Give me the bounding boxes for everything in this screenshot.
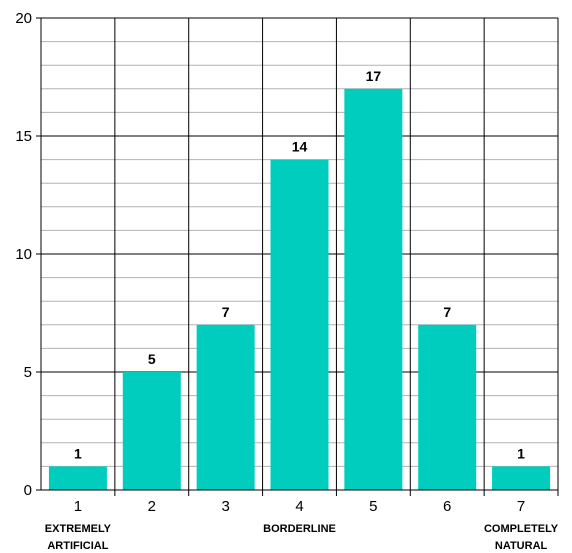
data-label-2: 5 [148, 351, 156, 367]
y-tick-label: 0 [24, 482, 32, 499]
y-tick-label: 20 [15, 10, 32, 27]
scale-anchor-label-1: EXTREMELY [45, 523, 112, 535]
axes [36, 17, 559, 491]
y-tick-label: 5 [24, 364, 32, 381]
x-tick-label-4: 4 [295, 498, 303, 515]
bar-1 [48, 466, 107, 490]
y-tick-label: 15 [15, 128, 32, 145]
scale-anchor-label-4: BORDERLINE [263, 523, 336, 535]
scale-anchor-label-7: COMPLETELY [484, 523, 559, 535]
data-label-3: 7 [222, 304, 230, 320]
bar-6 [418, 324, 477, 490]
labels: 051015201152731441757617EXTREMELYARTIFIC… [15, 10, 558, 552]
data-label-6: 7 [443, 304, 451, 320]
x-tick-label-3: 3 [221, 498, 229, 515]
data-label-4: 14 [292, 139, 308, 155]
x-tick-label-1: 1 [74, 498, 82, 515]
x-tick-label-7: 7 [517, 498, 525, 515]
data-label-7: 1 [517, 445, 525, 461]
scale-anchor-label-1: ARTIFICIAL [47, 540, 108, 552]
data-label-5: 17 [366, 68, 382, 84]
bar-5 [344, 88, 403, 491]
data-label-1: 1 [74, 445, 82, 461]
scale-anchor-label-7: NATURAL [495, 540, 548, 552]
y-tick-label: 10 [15, 246, 32, 263]
bars [48, 88, 551, 491]
bar-2 [122, 372, 181, 490]
bar-3 [196, 324, 255, 490]
x-tick-label-2: 2 [148, 498, 156, 515]
bar-4 [270, 159, 329, 490]
bar-7 [492, 466, 551, 490]
x-tick-label-6: 6 [443, 498, 451, 515]
x-tick-label-5: 5 [369, 498, 377, 515]
